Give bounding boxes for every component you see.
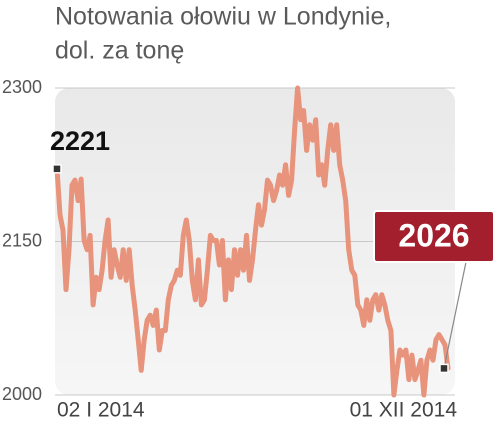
start-value-label: 2221	[50, 126, 110, 156]
callout-connector	[443, 261, 467, 369]
chart-title: Notowania ołowiu w Londynie,	[55, 3, 391, 31]
end-marker	[439, 363, 449, 374]
y-tick-label: 2300	[2, 77, 42, 97]
end-callout-box	[373, 210, 495, 263]
start-marker	[52, 164, 62, 174]
chart-subtitle: dol. za tonę	[55, 37, 184, 65]
x-tick-label: 02 I 2014	[57, 399, 145, 422]
y-tick-label: 2150	[2, 230, 42, 250]
end-value-label: 2026	[398, 217, 469, 253]
price-line	[54, 85, 451, 398]
y-tick-label: 2000	[2, 384, 42, 404]
x-tick-label: 01 XII 2014	[350, 399, 458, 422]
